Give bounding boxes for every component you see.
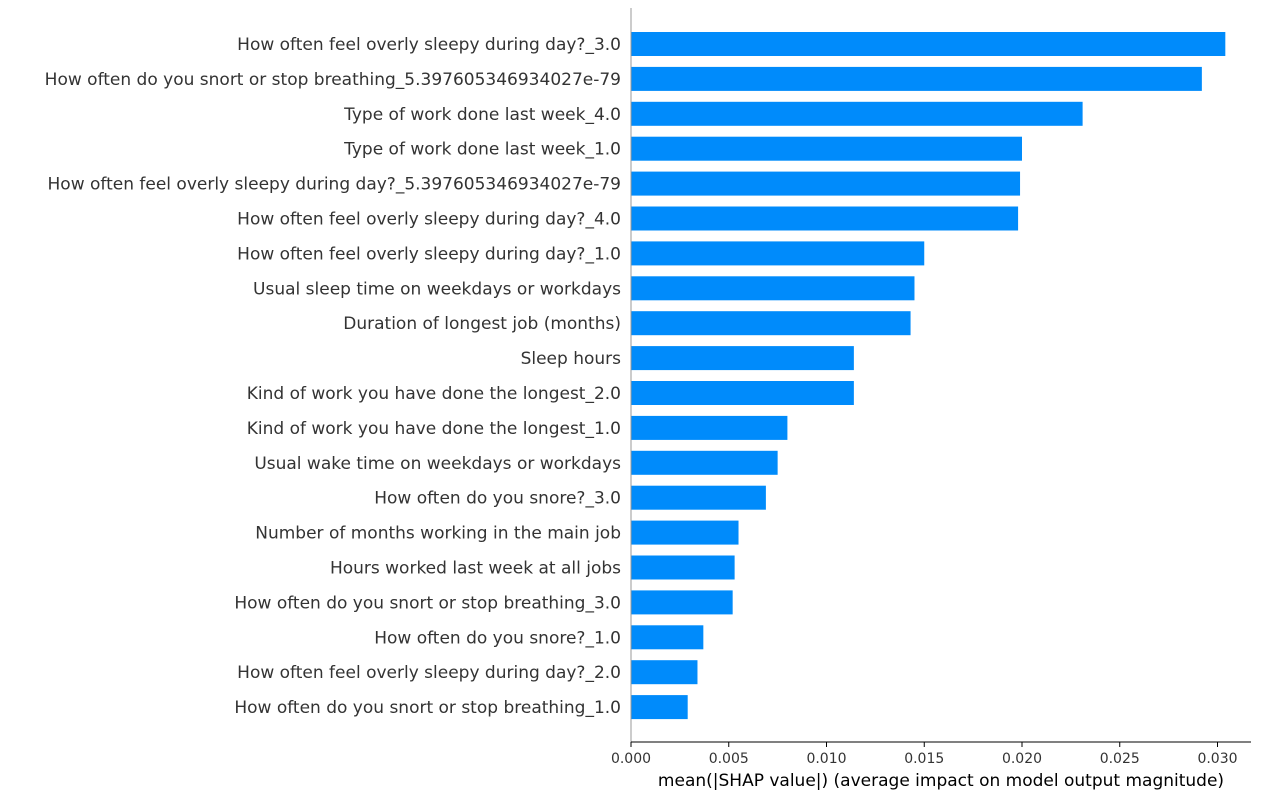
bars-group: [631, 32, 1226, 720]
category-label: How often do you snore?_1.0: [374, 628, 621, 648]
category-label: Type of work done last week_4.0: [343, 105, 621, 125]
bar: [631, 171, 1021, 196]
bar: [631, 66, 1202, 91]
category-label: Kind of work you have done the longest_1…: [247, 419, 621, 439]
category-label: How often do you snore?_3.0: [374, 489, 621, 509]
bar: [631, 660, 698, 685]
x-ticks-group: 0.000 0.005 0.010 0.015 0.020 0.025 0.030: [611, 742, 1238, 767]
category-label: How often do you snort or stop breathing…: [45, 70, 621, 90]
category-label: How often feel overly sleepy during day?…: [237, 35, 621, 55]
x-tick-label: 0.025: [1100, 751, 1140, 767]
bar: [631, 136, 1022, 161]
category-label: Type of work done last week_1.0: [343, 140, 621, 160]
bar: [631, 625, 704, 650]
x-tick-label: 0.020: [1002, 751, 1042, 767]
category-label: How often do you snort or stop breathing…: [234, 593, 621, 613]
category-label: Number of months working in the main job: [255, 524, 621, 544]
bar: [631, 276, 915, 301]
bar: [631, 415, 788, 440]
bar: [631, 520, 739, 545]
bar: [631, 485, 766, 510]
category-label: Sleep hours: [521, 349, 622, 369]
bar: [631, 555, 735, 580]
bar: [631, 32, 1226, 56]
bar: [631, 241, 925, 266]
bar: [631, 590, 733, 615]
bar: [631, 206, 1019, 231]
bar: [631, 695, 688, 720]
category-labels-group: How often feel overly sleepy during day?…: [45, 35, 621, 718]
category-label: How often do you snort or stop breathing…: [234, 698, 621, 718]
category-label: Usual wake time on weekdays or workdays: [254, 454, 621, 474]
x-tick-label: 0.010: [806, 751, 846, 767]
x-tick-label: 0.005: [709, 751, 749, 767]
bar: [631, 450, 778, 475]
x-tick-label: 0.015: [904, 751, 944, 767]
category-label: Kind of work you have done the longest_2…: [247, 384, 621, 404]
category-label: How often feel overly sleepy during day?…: [48, 175, 621, 195]
x-axis-title: mean(|SHAP value|) (average impact on mo…: [658, 771, 1224, 791]
category-label: How often feel overly sleepy during day?…: [237, 244, 621, 264]
x-tick-label: 0.000: [611, 751, 651, 767]
bar: [631, 311, 911, 336]
bar: [631, 101, 1083, 126]
x-tick-label: 0.030: [1197, 751, 1237, 767]
bar: [631, 381, 854, 405]
category-label: How often feel overly sleepy during day?…: [237, 663, 621, 683]
category-label: Duration of longest job (months): [343, 314, 621, 334]
category-label: Hours worked last week at all jobs: [330, 559, 621, 579]
category-label: How often feel overly sleepy during day?…: [237, 210, 621, 230]
bar: [631, 346, 854, 371]
category-label: Usual sleep time on weekdays or workdays: [253, 279, 621, 299]
